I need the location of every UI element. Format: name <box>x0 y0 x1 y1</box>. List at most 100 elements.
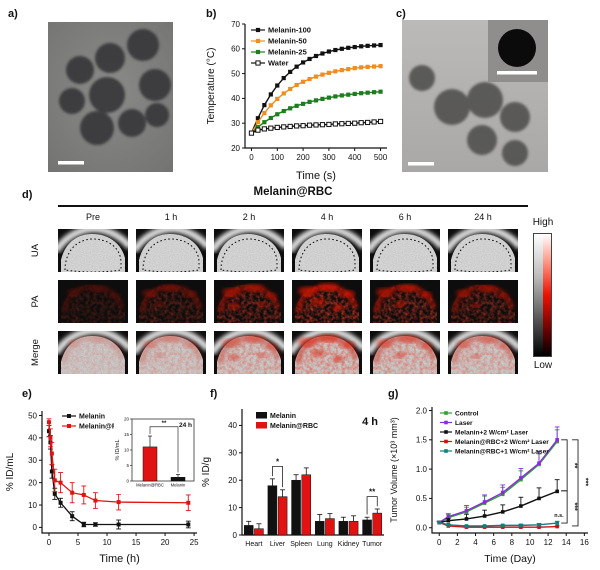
svg-text:6: 6 <box>491 538 496 547</box>
svg-text:Laser: Laser <box>455 420 473 427</box>
chart-heating-curves: 20 30 40 50 60 70 0 100 200 300 400 500 Time (s) Temp… <box>203 6 397 189</box>
svg-text:30: 30 <box>231 119 240 128</box>
svg-text:Tumor: Tumor <box>362 541 383 548</box>
d-pa-0-image <box>58 280 128 323</box>
svg-text:70: 70 <box>231 20 240 29</box>
svg-text:2: 2 <box>455 538 460 547</box>
svg-text:Melanin@RBC: Melanin@RBC <box>79 424 127 431</box>
d-merge-0-image <box>53 327 133 374</box>
d-row-label-0: UA <box>30 243 41 258</box>
svg-text:100: 100 <box>271 153 285 162</box>
svg-text:40: 40 <box>228 421 237 430</box>
svg-text:% ID/g: % ID/g <box>201 457 212 487</box>
panel-d-label: d) <box>22 189 33 201</box>
svg-text:40: 40 <box>28 434 37 443</box>
svg-text:Kidney: Kidney <box>338 541 360 548</box>
d-pa-2-image <box>214 280 284 323</box>
d-merge-5-image <box>443 327 523 374</box>
d-ua-1-image <box>131 225 211 273</box>
d-ua-2-image <box>209 225 289 273</box>
svg-text:20: 20 <box>231 144 240 153</box>
svg-text:0: 0 <box>126 479 129 484</box>
svg-text:Melanin-25: Melanin-25 <box>268 48 307 57</box>
panel-d-title-underline <box>58 205 528 207</box>
svg-text:0: 0 <box>33 523 38 532</box>
svg-text:Melanin+2 W/cm² Laser: Melanin+2 W/cm² Laser <box>455 430 529 437</box>
svg-text:Melanin-100: Melanin-100 <box>268 26 311 35</box>
d-column-header-0: Pre <box>85 212 100 222</box>
svg-text:50: 50 <box>231 69 240 78</box>
panel-e-label: e) <box>22 388 32 400</box>
svg-text:25: 25 <box>190 538 199 547</box>
d-column-header-4: 6 h <box>398 212 412 222</box>
panel-g-label: g) <box>388 388 399 400</box>
svg-text:10: 10 <box>228 503 237 512</box>
svg-text:**: ** <box>369 488 376 497</box>
svg-text:Time (Day): Time (Day) <box>484 553 536 565</box>
svg-text:200: 200 <box>296 153 310 162</box>
svg-text:12: 12 <box>544 538 553 547</box>
svg-text:Melanin: Melanin <box>79 414 105 421</box>
scale-bar <box>58 161 84 165</box>
svg-text:500: 500 <box>374 153 388 162</box>
svg-text:0: 0 <box>47 538 52 547</box>
svg-text:0.0: 0.0 <box>416 524 428 533</box>
svg-text:4 h: 4 h <box>362 416 378 428</box>
svg-text:2.0: 2.0 <box>416 406 428 415</box>
d-ua-3-image <box>287 225 367 273</box>
svg-text:Tumor Volume (×10³ mm³): Tumor Volume (×10³ mm³) <box>389 417 399 522</box>
svg-text:Control: Control <box>455 411 479 418</box>
svg-text:Heart: Heart <box>245 541 262 548</box>
svg-text:0: 0 <box>249 153 254 162</box>
svg-text:**: ** <box>570 463 577 469</box>
panel-f-label: f) <box>210 388 218 400</box>
panel-d-title: Melanin@RBC <box>253 186 333 198</box>
svg-text:4: 4 <box>473 538 478 547</box>
scale-low-label: Low <box>533 360 553 371</box>
d-merge-3-image <box>287 327 367 374</box>
svg-text:Melanin@RBC: Melanin@RBC <box>270 423 318 430</box>
svg-text:10: 10 <box>103 538 112 547</box>
d-merge-4-image <box>365 327 445 374</box>
svg-text:***: *** <box>570 503 577 511</box>
svg-text:***: *** <box>581 478 588 486</box>
svg-text:1.5: 1.5 <box>416 436 428 445</box>
svg-text:Spleen: Spleen <box>290 541 312 548</box>
tem-inset <box>488 20 548 82</box>
svg-text:10: 10 <box>124 448 130 453</box>
svg-text:1.0: 1.0 <box>416 465 428 474</box>
panel-b-label: b) <box>206 8 217 20</box>
d-column-header-5: 24 h <box>474 212 492 222</box>
svg-text:30: 30 <box>28 456 37 465</box>
pa-intensity-colorbar <box>533 233 552 357</box>
d-column-header-3: 4 h <box>320 212 334 222</box>
svg-text:30: 30 <box>228 449 237 458</box>
svg-text:*: * <box>276 458 280 467</box>
chart-pharmacokinetics: 0 10 20 30 40 50 0 5 10 15 20 25 Time (h)% ID/mL Mela… <box>2 397 204 570</box>
scale-bar <box>408 162 434 166</box>
svg-text:20: 20 <box>228 476 237 485</box>
d-row-label-2: Merge <box>30 339 41 366</box>
d-pa-1-image <box>136 280 206 323</box>
d-merge-1-image <box>131 327 211 374</box>
svg-text:Melanin: Melanin <box>171 483 186 488</box>
svg-text:Melanin@RBC+2 W/cm² Laser: Melanin@RBC+2 W/cm² Laser <box>455 439 549 446</box>
d-pa-3-image <box>292 280 362 323</box>
svg-text:20: 20 <box>28 478 37 487</box>
d-pa-4-image <box>370 280 440 323</box>
svg-text:Time (h): Time (h) <box>99 553 140 565</box>
chart-tumor-volume: 0.0 0.5 1.0 1.5 2.0 0 2 4 6 8 10 12 14 16 Time (Day) Tu… <box>386 395 600 570</box>
svg-text:n.s.: n.s. <box>554 513 564 519</box>
d-ua-5-image <box>443 225 523 273</box>
svg-text:Liver: Liver <box>270 541 286 548</box>
svg-text:60: 60 <box>231 45 240 54</box>
svg-text:10: 10 <box>28 501 37 510</box>
gray-gradient <box>534 234 543 356</box>
d-column-header-2: 2 h <box>242 212 256 222</box>
svg-text:15: 15 <box>124 432 130 437</box>
svg-text:0: 0 <box>437 538 442 547</box>
d-ua-4-image <box>365 225 445 273</box>
red-gradient <box>542 234 551 356</box>
svg-text:0.5: 0.5 <box>416 494 428 503</box>
